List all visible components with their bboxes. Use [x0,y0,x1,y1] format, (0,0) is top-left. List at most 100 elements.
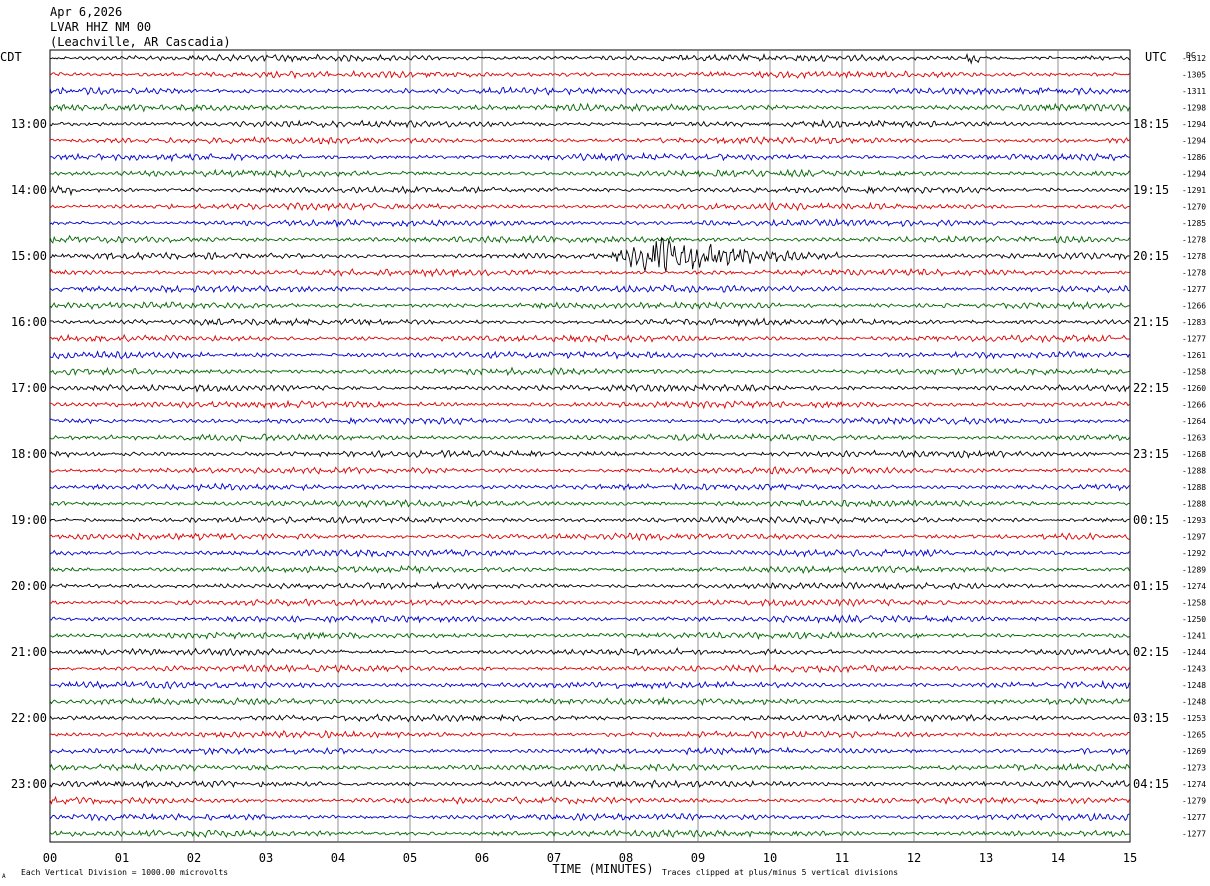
dc-offset-label: -1250 [1182,615,1206,624]
right-hour-label: 19:15 [1133,183,1169,197]
header-date: Apr 6,2026 [50,5,123,19]
dc-offset-label: -1288 [1182,483,1206,492]
left-hour-label: 23:00 [11,777,47,791]
right-hour-label: 18:15 [1133,117,1169,131]
left-hour-label: 16:00 [11,315,47,329]
trace-line [49,449,1130,459]
trace-line [49,564,1130,575]
right-hour-label: 21:15 [1133,315,1169,329]
trace-line [49,696,1130,707]
trace-line [49,598,1130,608]
dc-offset-label: -1261 [1182,351,1206,360]
dc-offset-label: -1294 [1182,120,1206,129]
trace-line [49,762,1130,772]
trace-line [49,499,1130,509]
dc-offset-label: -1268 [1182,450,1206,459]
dc-offset-label: -1311 [1182,87,1206,96]
dc-offset-label: -1285 [1182,219,1206,228]
dc-offset-label: -1244 [1182,648,1206,657]
x-tick-label: 05 [403,851,417,865]
trace-line [49,679,1130,690]
trace-line [49,548,1130,558]
dc-offset-label: -1298 [1182,104,1206,113]
dc-offset-label: -1288 [1182,500,1206,509]
trace-line [49,779,1130,789]
dc-offset-label: -1258 [1182,599,1206,608]
x-tick-label: 00 [43,851,57,865]
dc-offset-label: -1278 [1182,269,1206,278]
clip-note: Traces clipped at plus/minus 5 vertical … [662,868,898,877]
dc-offset-label: -1277 [1182,285,1206,294]
trace-line [49,267,1130,278]
x-tick-label: 09 [691,851,705,865]
trace-line [49,515,1130,525]
left-hour-label: 22:00 [11,711,47,725]
trace-line [49,647,1130,657]
trace-line [49,236,1130,272]
trace-line [49,631,1130,641]
scale-note: Each Vertical Division = 1000.00 microvo… [21,868,228,877]
dc-offset-label: -1278 [1182,252,1206,261]
trace-line [50,52,1130,65]
trace-line [49,284,1130,294]
dc-offset-label: -1277 [1182,335,1206,344]
dc-offset-label: -1294 [1182,137,1206,146]
trace-line [49,333,1130,344]
dc-offset-label: -1270 [1182,203,1206,212]
x-tick-label: 14 [1051,851,1065,865]
dc-offset-label: -1277 [1182,813,1206,822]
trace-line [49,366,1130,377]
dc-offset-label: -1291 [1182,186,1206,195]
dc-offset-label: -1297 [1182,533,1206,542]
right-hour-label: 04:15 [1133,777,1169,791]
dc-offset-label: -1265 [1182,731,1206,740]
trace-line [49,135,1130,145]
dc-offset-label: -1248 [1182,698,1206,707]
dc-offset-label: -1277 [1182,830,1206,839]
dc-offset-label: -1248 [1182,681,1206,690]
trace-line [49,531,1130,542]
dc-offset-label: -1260 [1182,384,1206,393]
header-location: (Leachville, AR Cascadia) [50,35,231,49]
trace-line [49,795,1130,806]
trace-line [49,217,1130,228]
x-tick-label: 08 [619,851,633,865]
trace-line [49,581,1130,591]
right-hour-label: 02:15 [1133,645,1169,659]
trace-line [49,69,1130,80]
dc-offset-label: -1263 [1182,434,1206,443]
left-hour-label: 21:00 [11,645,47,659]
dc-offset-label: -1266 [1182,401,1206,410]
dc-offset-label: -1283 [1182,318,1206,327]
right-hour-label: 20:15 [1133,249,1169,263]
dc-offset-label: -1293 [1182,516,1206,525]
dc-offset-label: -1286 [1182,153,1206,162]
x-tick-label: 12 [907,851,921,865]
trace-line [49,482,1130,492]
dc-offset-label: -1274 [1182,582,1206,591]
dc-offset-label: -1292 [1182,549,1206,558]
x-tick-label: 10 [763,851,777,865]
trace-line [49,350,1130,360]
trace-line [49,86,1130,96]
x-tick-label: 15 [1123,851,1137,865]
dc-offset-label: -1294 [1182,170,1206,179]
trace-line [49,234,1130,244]
right-hour-label: 03:15 [1133,711,1169,725]
trace-line [49,432,1130,443]
trace-line [49,746,1130,756]
trace-line [49,300,1130,311]
trace-line [49,829,1130,838]
x-tick-label: 01 [115,851,129,865]
x-tick-label: 02 [187,851,201,865]
dc-offset-label: -1312 [1182,54,1206,63]
trace-line [49,416,1130,426]
right-hour-label: 00:15 [1133,513,1169,527]
dc-offset-label: -1274 [1182,780,1206,789]
trace-line [49,613,1130,625]
left-hour-label: 14:00 [11,183,47,197]
dc-offset-label: -1253 [1182,714,1206,723]
dc-header-label: DC [1186,51,1196,60]
right-timezone-label: UTC [1145,50,1167,64]
trace-line [49,383,1130,393]
